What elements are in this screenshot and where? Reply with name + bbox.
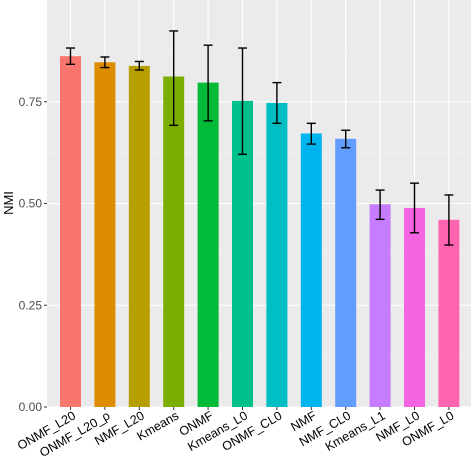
error-bar <box>375 189 385 221</box>
error-bar <box>169 30 179 127</box>
y-axis-title: NMI <box>1 191 16 215</box>
error-bar <box>341 129 351 149</box>
bar <box>404 207 425 407</box>
error-bars <box>66 30 454 246</box>
x-axis-ticks: ONMF_L20ONMF_L20_ρNMF_L20KmeansONMFKmean… <box>15 407 456 460</box>
error-bar <box>444 194 454 246</box>
y-axis-ticks: 0.00 0.25 0.50 0.75 <box>19 95 47 414</box>
error-bar <box>203 44 213 122</box>
error-bar <box>272 81 282 125</box>
bar <box>266 102 288 407</box>
bar <box>94 62 116 408</box>
error-bar <box>238 47 247 155</box>
error-bar <box>134 60 144 71</box>
y-tick-label: 0.25 <box>19 298 43 312</box>
bar <box>60 56 81 407</box>
bar <box>197 82 219 407</box>
bar <box>232 100 253 407</box>
error-bar <box>100 56 110 69</box>
bar <box>300 133 322 407</box>
error-bar <box>306 122 316 145</box>
y-tick-label: 0.00 <box>19 400 43 414</box>
bars <box>60 56 460 408</box>
bar <box>128 65 150 408</box>
error-bar <box>66 47 75 66</box>
error-bar <box>410 182 419 234</box>
bar <box>335 138 357 408</box>
bar <box>163 76 185 408</box>
y-tick-label: 0.50 <box>19 197 43 211</box>
bar <box>438 219 460 407</box>
bar <box>369 204 391 407</box>
y-tick-label: 0.75 <box>19 95 43 109</box>
